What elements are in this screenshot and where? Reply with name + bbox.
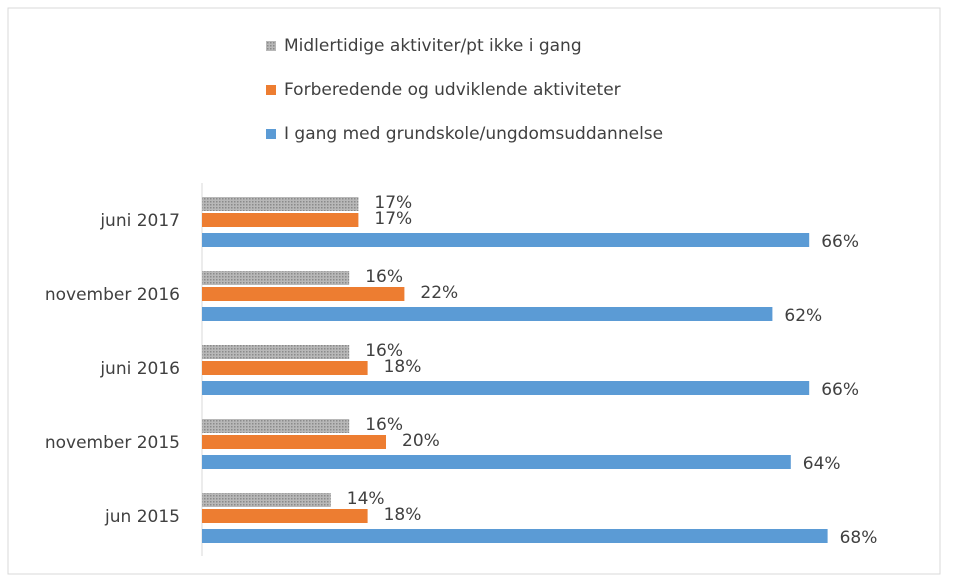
value-label: 64% [803,454,841,474]
category-label: november 2016 [45,285,180,305]
category-label: juni 2017 [99,211,180,231]
chart-border [7,7,941,575]
category-label: jun 2015 [104,507,180,527]
value-label: 16% [365,415,403,435]
legend-swatch [266,41,276,51]
bar [202,529,828,543]
bar [202,271,350,285]
value-label: 18% [384,357,422,377]
legend-swatch [266,85,276,95]
value-label: 16% [365,267,403,287]
value-label: 66% [821,232,859,252]
bar [202,213,359,227]
legend-swatch [266,129,276,139]
value-label: 20% [402,431,440,451]
value-label: 66% [821,380,859,400]
value-label: 17% [374,209,412,229]
value-label: 68% [840,528,878,548]
bar [202,307,773,321]
bar [202,455,791,469]
category-label: november 2015 [45,433,180,453]
value-label: 16% [365,341,403,361]
bar [202,509,368,523]
value-label: 14% [347,489,385,509]
bar [202,361,368,375]
bar [202,233,810,247]
bar [202,435,386,449]
value-label: 18% [384,505,422,525]
legend-label: Midlertidige aktiviter/pt ikke i gang [284,36,582,56]
value-label: 22% [420,283,458,303]
value-label: 62% [784,306,822,326]
bar [202,197,359,211]
bar [202,419,350,433]
bar [202,287,405,301]
value-label: 17% [374,193,412,213]
bar [202,493,331,507]
bar [202,381,810,395]
legend-label: I gang med grundskole/ungdomsuddannelse [284,124,663,144]
legend-label: Forberedende og udviklende aktiviteter [284,80,621,100]
bar [202,345,350,359]
category-label: juni 2016 [99,359,180,379]
